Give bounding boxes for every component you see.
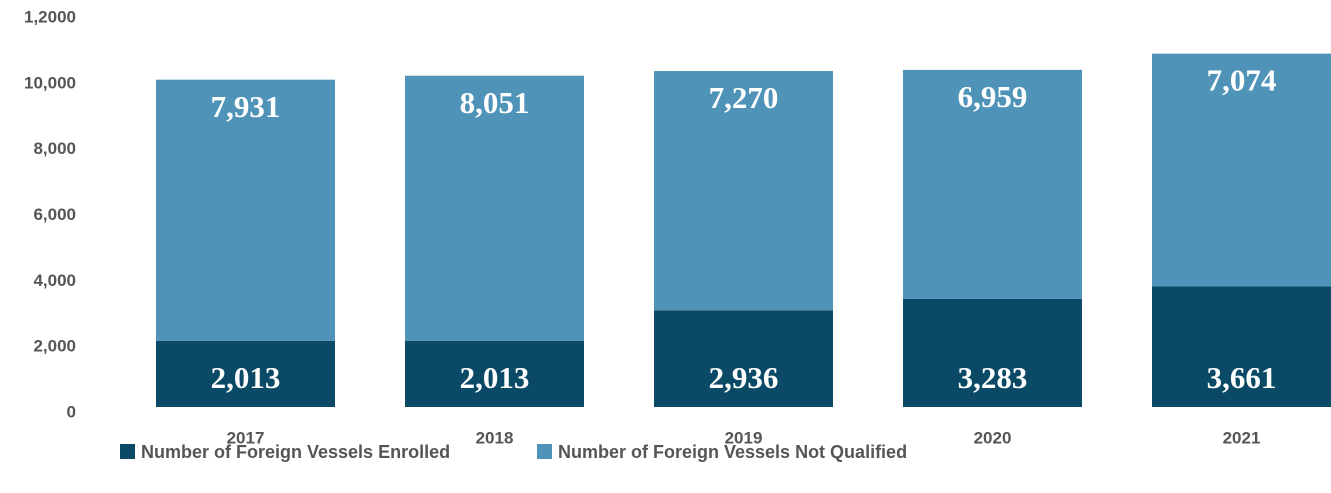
x-tick-label: 2021 [1223,428,1261,447]
value-label: 7,270 [709,80,779,115]
legend-label: Number of Foreign Vessels Not Qualified [558,442,907,462]
y-tick-label: 2,000 [33,337,76,356]
x-tick-label: 2019 [725,428,763,447]
y-tick-label: 4,000 [33,271,76,290]
bar-segment [903,298,1082,407]
value-label: 2,013 [211,360,281,395]
value-label: 2,936 [709,360,779,395]
value-label: 7,074 [1207,63,1277,98]
bar-segment [405,340,584,407]
bar-segment [1152,53,1331,287]
value-label: 3,661 [1207,360,1277,395]
y-tick-label: 1,2000 [24,7,76,26]
y-tick-label: 8,000 [33,139,76,158]
legend-label: Number of Foreign Vessels Enrolled [141,442,450,462]
legend-swatch [120,444,135,459]
x-tick-label: 2020 [974,428,1012,447]
value-label: 6,959 [958,79,1028,114]
y-tick-label: 0 [67,402,76,421]
bar-segment [156,340,335,407]
bar-segment [156,79,335,341]
x-tick-label: 2018 [476,428,514,447]
bar-segment [654,71,833,311]
value-label: 7,931 [211,89,281,124]
legend-swatch [537,444,552,459]
y-tick-label: 6,000 [33,205,76,224]
value-label: 2,013 [460,360,530,395]
value-label: 3,283 [958,360,1028,395]
bar-segment [405,75,584,341]
bar-segment [903,69,1082,299]
y-tick-label: 10,000 [24,73,76,92]
x-tick-label: 2017 [227,428,265,447]
bar-segment [654,310,833,407]
bar-segment [1152,286,1331,407]
value-label: 8,051 [460,85,530,120]
